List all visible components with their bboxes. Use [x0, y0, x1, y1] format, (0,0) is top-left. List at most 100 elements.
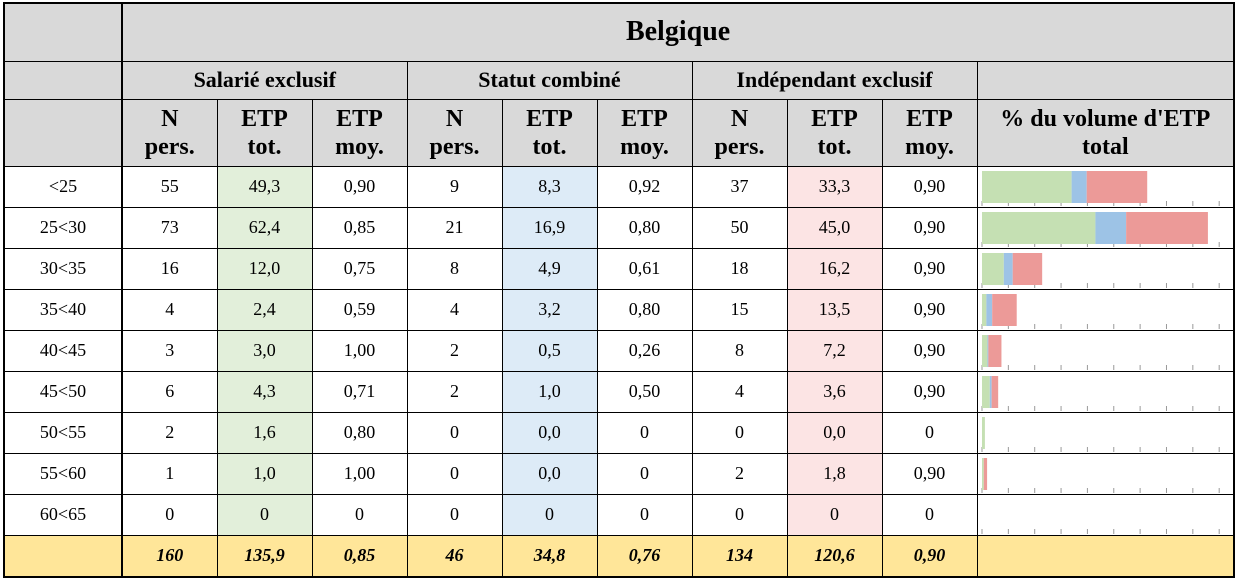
data-row: 40<45 3 3,0 1,00 2 0,5 0,26 8 7,2 0,90	[3, 329, 1235, 372]
row-label: 45<50	[3, 370, 123, 413]
cell: 0,90	[881, 329, 978, 372]
bar-cell	[976, 206, 1235, 249]
column-header: N pers.	[121, 98, 218, 167]
cell: 4,9	[501, 247, 598, 290]
cell: 3	[121, 329, 218, 372]
total-cell: 46	[406, 534, 503, 578]
empty-header	[976, 60, 1235, 100]
cell: 1,6	[216, 411, 313, 454]
cell: 1	[121, 452, 218, 495]
cell: 0,0	[786, 411, 883, 454]
bar-segment	[991, 293, 1017, 326]
cell: 0	[406, 411, 503, 454]
bar-chart	[981, 252, 1220, 288]
cell: 1,00	[311, 452, 408, 495]
bar-chart	[981, 334, 1220, 370]
group-header: Statut combiné	[406, 60, 693, 100]
cell: 1,8	[786, 452, 883, 495]
table-title: Belgique	[121, 2, 1235, 62]
cell: 0	[786, 493, 883, 536]
cell: 0	[596, 493, 693, 536]
bar-cell	[976, 329, 1235, 372]
data-row: 55<60 1 1,0 1,00 0 0,0 0 2 1,8 0,90	[3, 452, 1235, 495]
cell: 0,90	[881, 247, 978, 290]
corner	[3, 2, 123, 62]
cell: 0,75	[311, 247, 408, 290]
cell: 4	[691, 370, 788, 413]
cell: 0	[691, 411, 788, 454]
cell: 0,61	[596, 247, 693, 290]
cell: 1,0	[501, 370, 598, 413]
cell: 0,90	[881, 288, 978, 331]
cell: 2	[691, 452, 788, 495]
bar-segment	[981, 334, 987, 367]
row-label: 30<35	[3, 247, 123, 290]
bar-segment	[1125, 211, 1208, 244]
row-label: 25<30	[3, 206, 123, 249]
cell: 0,71	[311, 370, 408, 413]
bar-segment	[1086, 170, 1147, 203]
bar-cell	[976, 370, 1235, 413]
bar-segment	[987, 334, 1001, 367]
column-header: ETP moy.	[881, 98, 978, 167]
cell: 2	[406, 370, 503, 413]
bar-segment	[981, 170, 1072, 203]
cell: 12,0	[216, 247, 313, 290]
cell: 18	[691, 247, 788, 290]
bar-segment	[991, 375, 998, 408]
cell: 0	[216, 493, 313, 536]
bar-segment	[981, 211, 1095, 244]
cell: 55	[121, 165, 218, 208]
cell: 0,90	[311, 165, 408, 208]
bar-cell	[976, 288, 1235, 331]
total-cell: 134	[691, 534, 788, 578]
cell: 0,5	[501, 329, 598, 372]
cell: 0	[311, 493, 408, 536]
column-header: ETP moy.	[596, 98, 693, 167]
cell: 16,2	[786, 247, 883, 290]
cell: 13,5	[786, 288, 883, 331]
cell: 49,3	[216, 165, 313, 208]
bar-cell	[976, 411, 1235, 454]
column-header: ETP tot.	[786, 98, 883, 167]
bar-chart	[981, 170, 1220, 206]
total-label	[3, 534, 123, 578]
bar-cell	[976, 247, 1235, 290]
data-row: 30<35 16 12,0 0,75 8 4,9 0,61 18 16,2 0,90	[3, 247, 1235, 290]
bar-segment	[981, 457, 984, 490]
row-label: 60<65	[3, 493, 123, 536]
cell: 0,90	[881, 165, 978, 208]
cell: 0	[881, 493, 978, 536]
column-header: N pers.	[406, 98, 503, 167]
cell: 33,3	[786, 165, 883, 208]
cell: 9	[406, 165, 503, 208]
column-header: N pers.	[691, 98, 788, 167]
cell: 1,00	[311, 329, 408, 372]
bar-segment	[981, 375, 990, 408]
cell: 50	[691, 206, 788, 249]
row-label: 55<60	[3, 452, 123, 495]
bar-segment	[1003, 252, 1013, 285]
total-cell: 0,90	[881, 534, 978, 578]
total-cell: 120,6	[786, 534, 883, 578]
bar-cell	[976, 165, 1235, 208]
cell: 62,4	[216, 206, 313, 249]
data-row: 45<50 6 4,3 0,71 2 1,0 0,50 4 3,6 0,90	[3, 370, 1235, 413]
cell: 0	[406, 493, 503, 536]
column-header: ETP tot.	[501, 98, 598, 167]
cell: 4,3	[216, 370, 313, 413]
cell: 0	[596, 452, 693, 495]
total-cell: 135,9	[216, 534, 313, 578]
corner	[3, 98, 123, 167]
cell: 2	[406, 329, 503, 372]
bar-chart	[981, 416, 1220, 452]
table: Belgique Salarié exclusif Statut combiné I…	[3, 2, 1236, 578]
cell: 0,50	[596, 370, 693, 413]
bar-chart	[981, 211, 1220, 247]
cell: 8	[691, 329, 788, 372]
cell: 2	[121, 411, 218, 454]
cell: 2,4	[216, 288, 313, 331]
cell: 21	[406, 206, 503, 249]
cell: 0,59	[311, 288, 408, 331]
cell: 16,9	[501, 206, 598, 249]
